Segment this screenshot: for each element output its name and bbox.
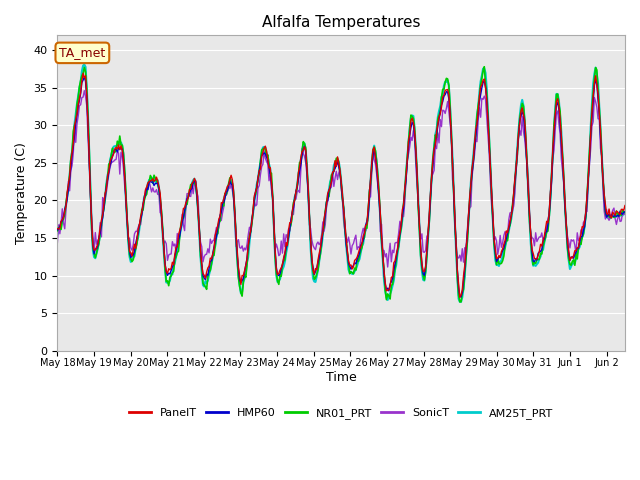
Y-axis label: Temperature (C): Temperature (C): [15, 142, 28, 244]
X-axis label: Time: Time: [326, 371, 356, 384]
Title: Alfalfa Temperatures: Alfalfa Temperatures: [262, 15, 420, 30]
Text: TA_met: TA_met: [60, 47, 106, 60]
Legend: PanelT, HMP60, NR01_PRT, SonicT, AM25T_PRT: PanelT, HMP60, NR01_PRT, SonicT, AM25T_P…: [125, 404, 558, 423]
